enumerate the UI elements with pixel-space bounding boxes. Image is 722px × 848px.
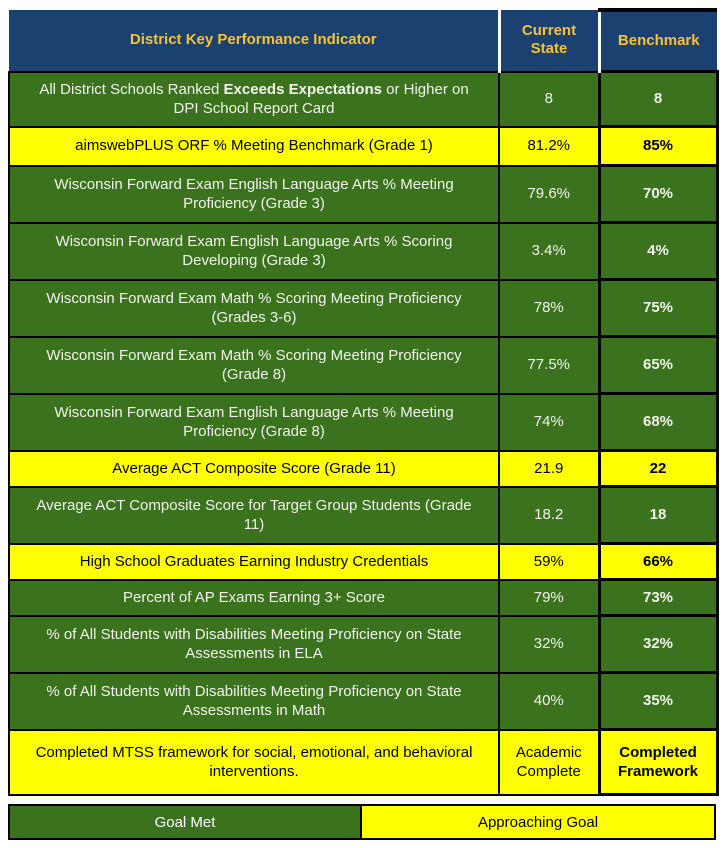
- current-state-cell: 8: [498, 70, 600, 128]
- table-row: aimswebPLUS ORF % Meeting Benchmark (Gra…: [8, 125, 719, 167]
- indicator-cell: Wisconsin Forward Exam Math % Scoring Me…: [8, 278, 500, 338]
- current-state-cell: Academic Complete: [498, 728, 600, 796]
- table-row: All District Schools Ranked Exceeds Expe…: [8, 70, 719, 128]
- benchmark-cell: Completed Framework: [597, 728, 719, 796]
- current-state-cell: 79%: [498, 578, 600, 617]
- legend-goal-met: Goal Met: [8, 804, 362, 840]
- indicator-cell: % of All Students with Disabilities Meet…: [8, 671, 500, 731]
- indicator-cell: Average ACT Composite Score (Grade 11): [8, 449, 500, 488]
- table-row: Wisconsin Forward Exam English Language …: [8, 221, 719, 281]
- benchmark-cell: 66%: [597, 542, 719, 581]
- table-row: Average ACT Composite Score for Target G…: [8, 485, 719, 545]
- header-row: District Key Performance Indicator Curre…: [9, 8, 717, 72]
- table-row: High School Graduates Earning Industry C…: [8, 542, 719, 581]
- legend-approaching-goal: Approaching Goal: [362, 804, 716, 840]
- column-header-benchmark: Benchmark: [597, 8, 717, 72]
- table-row: Wisconsin Forward Exam Math % Scoring Me…: [8, 335, 719, 395]
- indicator-cell: Percent of AP Exams Earning 3+ Score: [8, 578, 500, 617]
- table-row: Completed MTSS framework for social, emo…: [8, 728, 719, 796]
- indicator-cell: Wisconsin Forward Exam Math % Scoring Me…: [8, 335, 500, 395]
- indicator-cell: % of All Students with Disabilities Meet…: [8, 614, 500, 674]
- benchmark-cell: 4%: [597, 221, 719, 281]
- current-state-cell: 77.5%: [498, 335, 600, 395]
- kpi-table: District Key Performance Indicator Curre…: [8, 8, 719, 796]
- table-row: Wisconsin Forward Exam Math % Scoring Me…: [8, 278, 719, 338]
- benchmark-cell: 75%: [597, 278, 719, 338]
- current-state-cell: 74%: [498, 392, 600, 452]
- table-row: Percent of AP Exams Earning 3+ Score 79%…: [8, 578, 719, 617]
- benchmark-cell: 65%: [597, 335, 719, 395]
- benchmark-cell: 35%: [597, 671, 719, 731]
- table-row: Wisconsin Forward Exam English Language …: [8, 164, 719, 224]
- column-header-indicator: District Key Performance Indicator: [9, 10, 499, 72]
- current-state-cell: 3.4%: [498, 221, 600, 281]
- benchmark-cell: 73%: [597, 578, 719, 617]
- indicator-cell: aimswebPLUS ORF % Meeting Benchmark (Gra…: [8, 125, 500, 167]
- column-header-current-state: Current State: [497, 10, 599, 72]
- current-state-cell: 40%: [498, 671, 600, 731]
- benchmark-cell: 22: [597, 449, 719, 488]
- current-state-cell: 32%: [498, 614, 600, 674]
- benchmark-cell: 8: [597, 70, 719, 128]
- benchmark-cell: 68%: [597, 392, 719, 452]
- current-state-cell: 81.2%: [498, 125, 600, 167]
- legend: Goal Met Approaching Goal: [8, 804, 716, 840]
- indicator-cell: Wisconsin Forward Exam English Language …: [8, 221, 500, 281]
- indicator-cell: Completed MTSS framework for social, emo…: [8, 728, 500, 796]
- indicator-cell: Average ACT Composite Score for Target G…: [8, 485, 500, 545]
- table-row: % of All Students with Disabilities Meet…: [8, 614, 719, 674]
- current-state-cell: 18.2: [498, 485, 600, 545]
- benchmark-cell: 70%: [597, 164, 719, 224]
- indicator-text: All District Schools Ranked: [39, 80, 224, 98]
- indicator-cell: Wisconsin Forward Exam English Language …: [8, 392, 500, 452]
- table-row: Wisconsin Forward Exam English Language …: [8, 392, 719, 452]
- benchmark-cell: 32%: [597, 614, 719, 674]
- indicator-cell: Wisconsin Forward Exam English Language …: [8, 164, 500, 224]
- table-row: Average ACT Composite Score (Grade 11) 2…: [8, 449, 719, 488]
- current-state-cell: 59%: [498, 542, 600, 581]
- current-state-cell: 79.6%: [498, 164, 600, 224]
- indicator-emphasis: Exceeds Expectations: [223, 80, 382, 98]
- current-state-cell: 78%: [498, 278, 600, 338]
- indicator-cell: High School Graduates Earning Industry C…: [8, 542, 500, 581]
- current-state-cell: 21.9: [498, 449, 600, 488]
- table-row: % of All Students with Disabilities Meet…: [8, 671, 719, 731]
- benchmark-cell: 18: [597, 485, 719, 545]
- indicator-cell: All District Schools Ranked Exceeds Expe…: [8, 70, 500, 128]
- indicator-text: or Higher on DPI School Report Card: [173, 80, 469, 118]
- benchmark-cell: 85%: [597, 125, 719, 167]
